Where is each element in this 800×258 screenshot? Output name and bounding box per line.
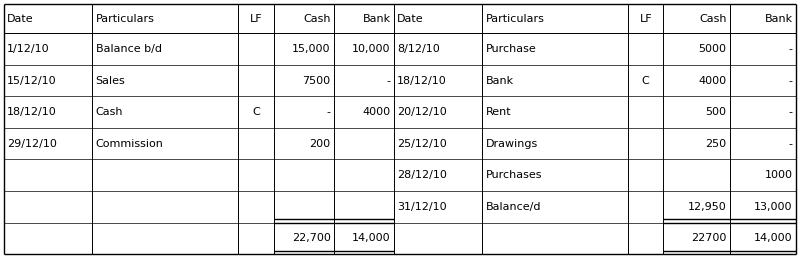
Text: -: - — [386, 76, 390, 86]
Text: Date: Date — [397, 14, 424, 23]
Text: 5000: 5000 — [698, 44, 726, 54]
Text: Date: Date — [7, 14, 34, 23]
Text: 20/12/10: 20/12/10 — [397, 107, 446, 117]
Text: -: - — [789, 139, 793, 149]
Text: -: - — [789, 44, 793, 54]
Text: 15/12/10: 15/12/10 — [7, 76, 57, 86]
Text: Commission: Commission — [95, 139, 163, 149]
Text: 1000: 1000 — [765, 170, 793, 180]
Text: Particulars: Particulars — [95, 14, 154, 23]
Text: 200: 200 — [310, 139, 330, 149]
Text: 18/12/10: 18/12/10 — [7, 107, 57, 117]
Text: Drawings: Drawings — [486, 139, 538, 149]
Text: Cash: Cash — [699, 14, 726, 23]
Text: 4000: 4000 — [698, 76, 726, 86]
Text: 500: 500 — [706, 107, 726, 117]
Text: 12,950: 12,950 — [688, 202, 726, 212]
Text: Purchases: Purchases — [486, 170, 542, 180]
Text: Cash: Cash — [303, 14, 330, 23]
Text: LF: LF — [639, 14, 652, 23]
Text: 14,000: 14,000 — [754, 233, 793, 243]
Text: 15,000: 15,000 — [292, 44, 330, 54]
Text: Bank: Bank — [765, 14, 793, 23]
Text: Bank: Bank — [362, 14, 390, 23]
Text: Balance/d: Balance/d — [486, 202, 541, 212]
Text: Bank: Bank — [486, 76, 514, 86]
Text: Cash: Cash — [95, 107, 123, 117]
Text: 10,000: 10,000 — [352, 44, 390, 54]
Text: 25/12/10: 25/12/10 — [397, 139, 446, 149]
Text: Particulars: Particulars — [486, 14, 544, 23]
Text: 8/12/10: 8/12/10 — [397, 44, 440, 54]
Text: Balance b/d: Balance b/d — [95, 44, 162, 54]
Text: 4000: 4000 — [362, 107, 390, 117]
Text: C: C — [642, 76, 650, 86]
Text: 250: 250 — [706, 139, 726, 149]
Text: 13,000: 13,000 — [754, 202, 793, 212]
Text: 29/12/10: 29/12/10 — [7, 139, 57, 149]
Text: 28/12/10: 28/12/10 — [397, 170, 447, 180]
Text: LF: LF — [250, 14, 262, 23]
Text: 22700: 22700 — [691, 233, 726, 243]
Text: 22,700: 22,700 — [292, 233, 330, 243]
Text: -: - — [789, 107, 793, 117]
Text: C: C — [252, 107, 260, 117]
Text: Purchase: Purchase — [486, 44, 536, 54]
Text: 31/12/10: 31/12/10 — [397, 202, 446, 212]
Text: Rent: Rent — [486, 107, 511, 117]
Text: Sales: Sales — [95, 76, 126, 86]
Text: 1/12/10: 1/12/10 — [7, 44, 50, 54]
Text: -: - — [789, 76, 793, 86]
Text: 7500: 7500 — [302, 76, 330, 86]
Text: 18/12/10: 18/12/10 — [397, 76, 446, 86]
Text: -: - — [326, 107, 330, 117]
Text: 14,000: 14,000 — [352, 233, 390, 243]
